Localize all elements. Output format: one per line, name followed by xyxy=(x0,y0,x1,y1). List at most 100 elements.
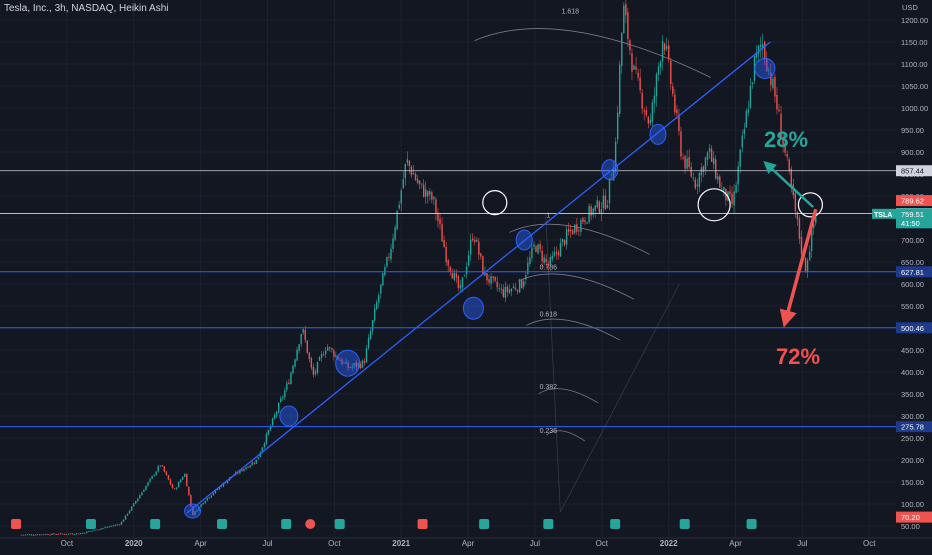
candle-body xyxy=(539,243,541,250)
candle-body xyxy=(768,69,770,71)
candle-body xyxy=(498,287,500,289)
candle-body xyxy=(774,77,776,97)
candle-body xyxy=(516,290,519,292)
candle-body xyxy=(798,218,801,239)
candle-body xyxy=(216,489,219,491)
candle-body xyxy=(130,506,133,511)
candle-body xyxy=(296,349,298,361)
candle-body xyxy=(474,239,476,242)
candle-body xyxy=(190,495,192,507)
candle-body xyxy=(688,157,690,168)
candle-body xyxy=(139,495,141,499)
grid xyxy=(0,0,896,538)
candle-body xyxy=(337,355,339,360)
candle-body xyxy=(469,239,472,255)
candles xyxy=(20,0,817,536)
candle-body xyxy=(167,475,170,480)
candle-body xyxy=(255,459,257,464)
last-price-tag-bg xyxy=(896,208,932,229)
candle-body xyxy=(363,361,366,363)
candle-body xyxy=(672,86,674,95)
candle-body xyxy=(451,273,453,279)
candle-body xyxy=(249,465,251,468)
candle-body xyxy=(541,250,543,262)
candle-body xyxy=(657,66,660,75)
candle-body xyxy=(500,288,502,290)
candle-body xyxy=(75,533,78,535)
candle-body xyxy=(112,525,114,527)
candle-body xyxy=(467,255,470,266)
candle-body xyxy=(478,241,480,255)
candle-body xyxy=(59,533,61,535)
candle-body xyxy=(322,354,325,356)
candle-body xyxy=(484,272,486,276)
candle-body xyxy=(578,230,580,232)
y-tick-label: 100.00 xyxy=(901,500,924,509)
candle-body xyxy=(153,475,155,476)
candle-body xyxy=(37,534,39,536)
candle-body xyxy=(206,498,208,501)
candle-body xyxy=(351,366,353,368)
candle-body xyxy=(604,195,607,209)
level-price-tag-bg xyxy=(896,421,932,433)
candle-body xyxy=(300,333,302,345)
candle-body xyxy=(198,506,200,511)
candle-body xyxy=(780,113,782,139)
candle-body xyxy=(735,184,737,193)
candle-body xyxy=(684,155,686,169)
candle-body xyxy=(314,371,317,374)
fib-arc xyxy=(526,318,621,341)
candle-body xyxy=(257,457,259,460)
candle-body xyxy=(43,534,45,536)
candle-body xyxy=(86,531,88,534)
candle-body xyxy=(63,533,65,535)
candle-body xyxy=(147,482,149,486)
candle-body xyxy=(41,534,43,536)
candle-body xyxy=(492,276,494,278)
candle-body xyxy=(88,531,90,533)
candle-body xyxy=(764,42,766,59)
candle-body xyxy=(747,109,750,113)
candle-body xyxy=(425,189,427,197)
candle-body xyxy=(290,372,292,385)
trendline-group xyxy=(184,41,824,519)
candle-body xyxy=(394,227,396,240)
candle-body xyxy=(737,166,739,185)
candle-body xyxy=(810,229,813,252)
candle-body xyxy=(529,257,531,264)
touch-circle xyxy=(601,159,619,181)
y-tick-label: 200.00 xyxy=(901,456,924,465)
candle-body xyxy=(496,281,498,288)
up-arrow xyxy=(763,160,814,208)
candle-body xyxy=(57,534,59,536)
candle-body xyxy=(96,529,98,531)
candle-body xyxy=(659,61,662,68)
candle-body xyxy=(241,469,243,471)
candle-body xyxy=(429,191,431,195)
touch-circle xyxy=(462,296,484,320)
candle-body xyxy=(304,330,306,341)
candle-body xyxy=(782,137,784,145)
candle-body xyxy=(580,219,582,232)
highlight-circle xyxy=(482,190,508,216)
candle-body xyxy=(431,192,433,200)
candle-body xyxy=(772,78,774,88)
candle-body xyxy=(633,65,635,70)
candle-body xyxy=(349,367,351,368)
candle-body xyxy=(637,72,639,78)
down-percent-label: 72% xyxy=(776,344,820,369)
candle-body xyxy=(723,186,725,191)
highlight-circle xyxy=(797,192,824,218)
candle-body xyxy=(202,502,204,505)
candle-body xyxy=(318,357,321,361)
candle-body xyxy=(480,253,482,257)
candle-body xyxy=(308,352,311,359)
candle-body xyxy=(339,359,341,361)
y-tick-label: 350.00 xyxy=(901,390,924,399)
y-tick-label: 1000.00 xyxy=(901,104,928,113)
y-tick-label: 700.00 xyxy=(901,236,924,245)
chart-title: Tesla, Inc., 3h, NASDAQ, Heikin Ashi xyxy=(4,3,169,14)
candle-body xyxy=(239,469,241,474)
down-arrow xyxy=(779,208,818,328)
candle-body xyxy=(45,534,47,535)
